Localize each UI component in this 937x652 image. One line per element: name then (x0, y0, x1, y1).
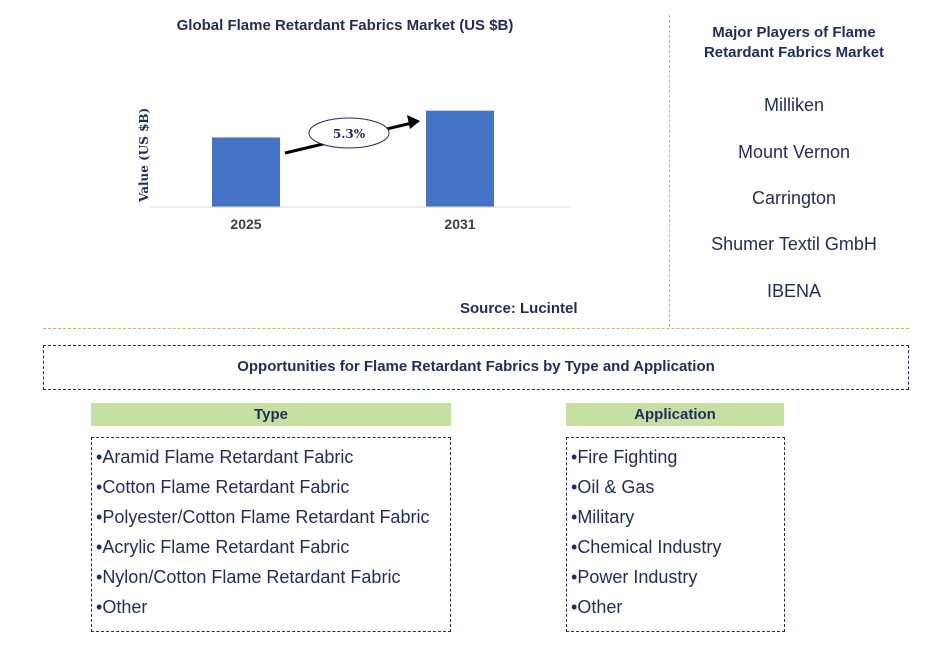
application-item: Chemical Industry (571, 532, 784, 562)
bar-2031 (426, 110, 494, 207)
type-item: Other (96, 592, 450, 622)
application-item: Military (571, 502, 784, 532)
growth-rate-label: 5.3% (333, 127, 366, 141)
vertical-divider (669, 15, 670, 327)
application-item: Oil & Gas (571, 472, 784, 502)
horizontal-divider (43, 328, 909, 329)
type-item: Polyester/Cotton Flame Retardant Fabric (96, 502, 450, 532)
application-item: Fire Fighting (571, 442, 784, 472)
growth-arrow-head (407, 115, 420, 129)
type-header: Type (91, 403, 451, 426)
application-list-box: Fire Fighting Oil & Gas Military Chemica… (566, 437, 785, 632)
application-item: Other (571, 592, 784, 622)
x-ticks-group: 2025 2031 (230, 216, 475, 232)
player-item: IBENA (766, 281, 822, 301)
type-item: Cotton Flame Retardant Fabric (96, 472, 450, 502)
x-tick-label: 2025 (230, 216, 261, 232)
type-list: Aramid Flame Retardant Fabric Cotton Fla… (92, 438, 450, 622)
application-header: Application (566, 403, 784, 426)
player-item: Milliken (763, 95, 824, 115)
player-item: Shumer Textil GmbH (711, 234, 877, 254)
chart-title: Global Flame Retardant Fabrics Market (U… (176, 17, 514, 34)
bar-chart: Value (US $B) 2025 2031 5.3% (137, 108, 570, 232)
player-item: Carrington (751, 188, 837, 208)
opportunities-box (43, 345, 909, 390)
y-axis-label: Value (US $B) (137, 108, 151, 203)
players-title: Major Players of Flame Retardant Fabrics… (703, 24, 885, 61)
growth-ellipse (308, 117, 390, 149)
type-list-box: Aramid Flame Retardant Fabric Cotton Fla… (91, 437, 451, 632)
player-item: Mount Vernon (737, 142, 851, 162)
growth-annotation: 5.3% (284, 115, 420, 155)
type-item: Nylon/Cotton Flame Retardant Fabric (96, 562, 450, 592)
application-item: Power Industry (571, 562, 784, 592)
opportunities-title: Opportunities for Flame Retardant Fabric… (237, 358, 715, 375)
application-list: Fire Fighting Oil & Gas Military Chemica… (567, 438, 784, 622)
bar-2025 (212, 137, 280, 207)
bars-group (212, 110, 494, 207)
type-item: Aramid Flame Retardant Fabric (96, 442, 450, 472)
type-item: Acrylic Flame Retardant Fabric (96, 532, 450, 562)
source-label: Source: Lucintel (460, 300, 578, 317)
x-tick-label: 2031 (444, 216, 475, 232)
